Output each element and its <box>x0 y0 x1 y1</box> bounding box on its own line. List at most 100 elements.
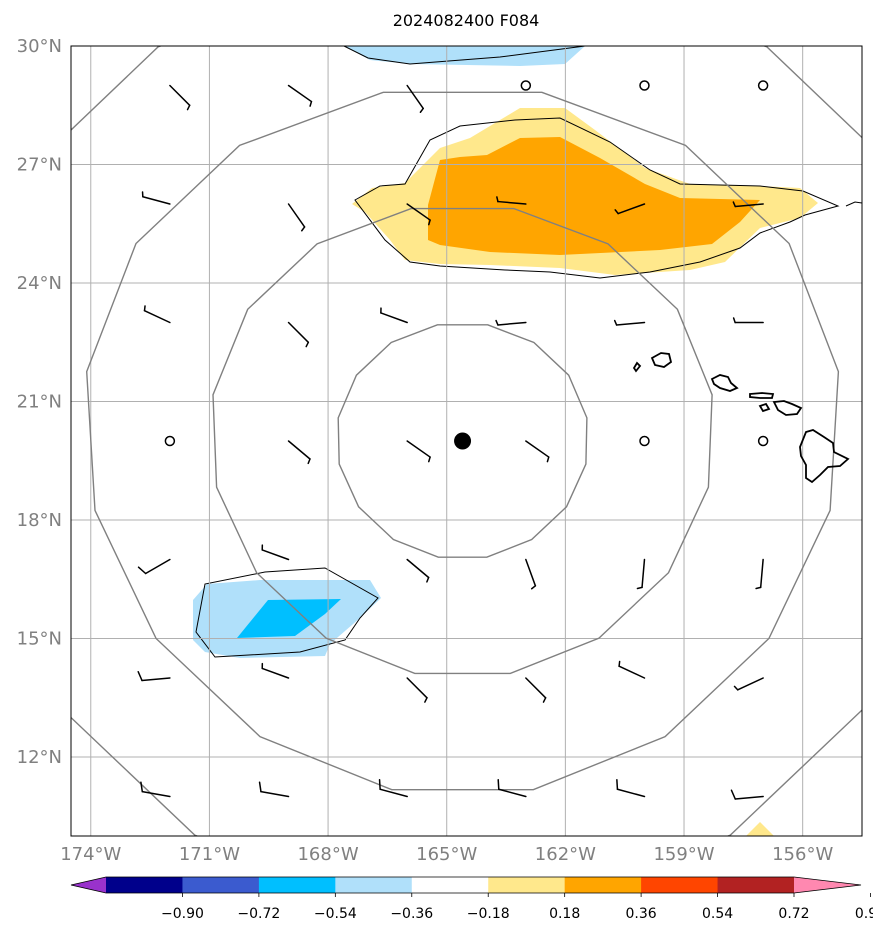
wind-barb <box>497 321 527 326</box>
latitude-tick-label: 12°N <box>17 747 62 768</box>
colorbar-segment <box>335 877 413 893</box>
wind-barb-feather <box>424 697 428 703</box>
wind-barb <box>525 558 537 587</box>
island-niihau <box>632 361 642 373</box>
latitude-axis: 30°N 27°N 24°N 21°N 18°N 15°N 12°N <box>17 36 62 768</box>
colorbar-ticks: −0.90 −0.72 −0.54 −0.36 −0.18 0.18 0.36 0.54 0.7… <box>161 893 873 922</box>
wind-barb <box>406 84 424 110</box>
island-hawaii <box>799 429 850 484</box>
wind-barb-feather <box>618 660 621 667</box>
hawaiian-islands <box>632 352 850 484</box>
wind-barb <box>260 790 290 798</box>
island-kauai <box>650 352 673 368</box>
wind-barb <box>406 440 431 458</box>
wind-barb <box>379 788 408 798</box>
storm-center-marker <box>454 432 472 450</box>
calm-wind-circle <box>639 435 650 447</box>
colorbar-tick-label: −0.36 <box>390 906 433 922</box>
wind-barb-feather <box>301 226 306 232</box>
wind-barb-feather <box>309 100 313 107</box>
wind-barb-feather <box>143 305 146 312</box>
wind-barb-feather <box>732 317 736 324</box>
wind-barb <box>498 788 527 798</box>
calm-wind-circle <box>757 80 769 91</box>
wind-barb <box>734 203 764 208</box>
latitude-tick-label: 15°N <box>17 629 62 650</box>
wind-barb <box>641 558 646 589</box>
longitude-tick-label: 171°W <box>179 844 240 865</box>
colorbar-min-extend <box>71 877 106 893</box>
wind-barb-feather <box>733 685 739 691</box>
wind-barb-feather <box>137 566 147 575</box>
wind-barb <box>615 321 646 326</box>
colorbar-tick-label: −0.18 <box>467 906 510 922</box>
calm-wind-circle <box>164 435 176 447</box>
wind-barb <box>144 558 171 575</box>
wind-barb-feather <box>428 219 431 226</box>
wind-barb <box>141 677 171 682</box>
island-maui <box>772 400 803 416</box>
wind-barb-feather <box>530 585 537 590</box>
wind-barb-feather <box>616 779 619 791</box>
colorbar-segment <box>717 877 795 893</box>
wind-barb <box>406 558 430 579</box>
positive-anomaly-region-south <box>746 822 774 836</box>
wind-barb-feather <box>732 201 736 208</box>
anomaly-fill-layer <box>193 46 818 836</box>
wind-barb-feather <box>542 697 547 703</box>
negative-anomaly-region-blue <box>237 599 341 638</box>
wind-barb <box>287 321 310 344</box>
longitude-tick-label: 156°W <box>772 844 833 865</box>
wind-barb <box>287 84 313 103</box>
wind-barb <box>618 665 646 679</box>
colorbar-tick-label: 0.90 <box>855 906 873 922</box>
island-oahu <box>710 374 739 392</box>
colorbar-tick-label: 0.72 <box>778 906 809 922</box>
range-ring <box>85 91 840 791</box>
range-rings <box>71 46 862 836</box>
colorbar: −0.90 −0.72 −0.54 −0.36 −0.18 0.18 0.36 0.54 0.7… <box>70 876 873 922</box>
colorbar-segment <box>564 877 642 893</box>
wind-barb-feather <box>137 670 143 682</box>
wind-barb-feather <box>546 456 550 463</box>
range-ring <box>212 207 713 675</box>
longitude-axis: 174°W 171°W 168°W 165°W 162°W 159°W 156°W <box>60 844 833 865</box>
colorbar-segments <box>71 877 861 893</box>
wind-barb <box>287 203 306 228</box>
latitude-tick-label: 27°N <box>17 155 62 176</box>
calm-wind-circle <box>520 80 532 91</box>
contour-line-north <box>343 46 586 65</box>
contour-line-edge <box>845 201 862 207</box>
wind-barb <box>261 549 290 561</box>
longitude-tick-label: 159°W <box>653 844 714 865</box>
island-lanai <box>758 402 771 413</box>
longitude-tick-label: 168°W <box>297 844 358 865</box>
colorbar-segment <box>258 877 336 893</box>
colorbar-tick-label: −0.90 <box>161 906 204 922</box>
latitude-tick-label: 21°N <box>17 392 62 413</box>
wind-barb <box>143 309 171 324</box>
longitude-tick-label: 165°W <box>416 844 477 865</box>
wind-barb-feather <box>186 104 191 111</box>
wind-barb <box>287 440 311 460</box>
wind-barb <box>497 200 527 205</box>
contour-line-negative <box>195 567 379 658</box>
wind-barb-feather <box>614 209 619 215</box>
wind-barb-feather <box>307 458 311 465</box>
calm-wind-circle <box>757 435 769 447</box>
calm-wind-circle <box>639 80 650 91</box>
wind-barb <box>736 677 764 691</box>
wind-barb <box>525 677 547 699</box>
wind-barb-feather <box>613 319 618 326</box>
latitude-tick-label: 24°N <box>17 273 62 294</box>
wind-barb-feather <box>140 781 144 793</box>
wind-barb-feather <box>258 781 262 793</box>
wind-barb <box>380 312 408 324</box>
latitude-tick-label: 30°N <box>17 36 62 57</box>
colorbar-tick-label: 0.54 <box>702 906 733 922</box>
longitude-tick-label: 174°W <box>60 844 121 865</box>
colorbar-tick-label: 0.36 <box>626 906 657 922</box>
wind-barb-feather <box>496 196 499 203</box>
wind-barb <box>525 440 550 458</box>
